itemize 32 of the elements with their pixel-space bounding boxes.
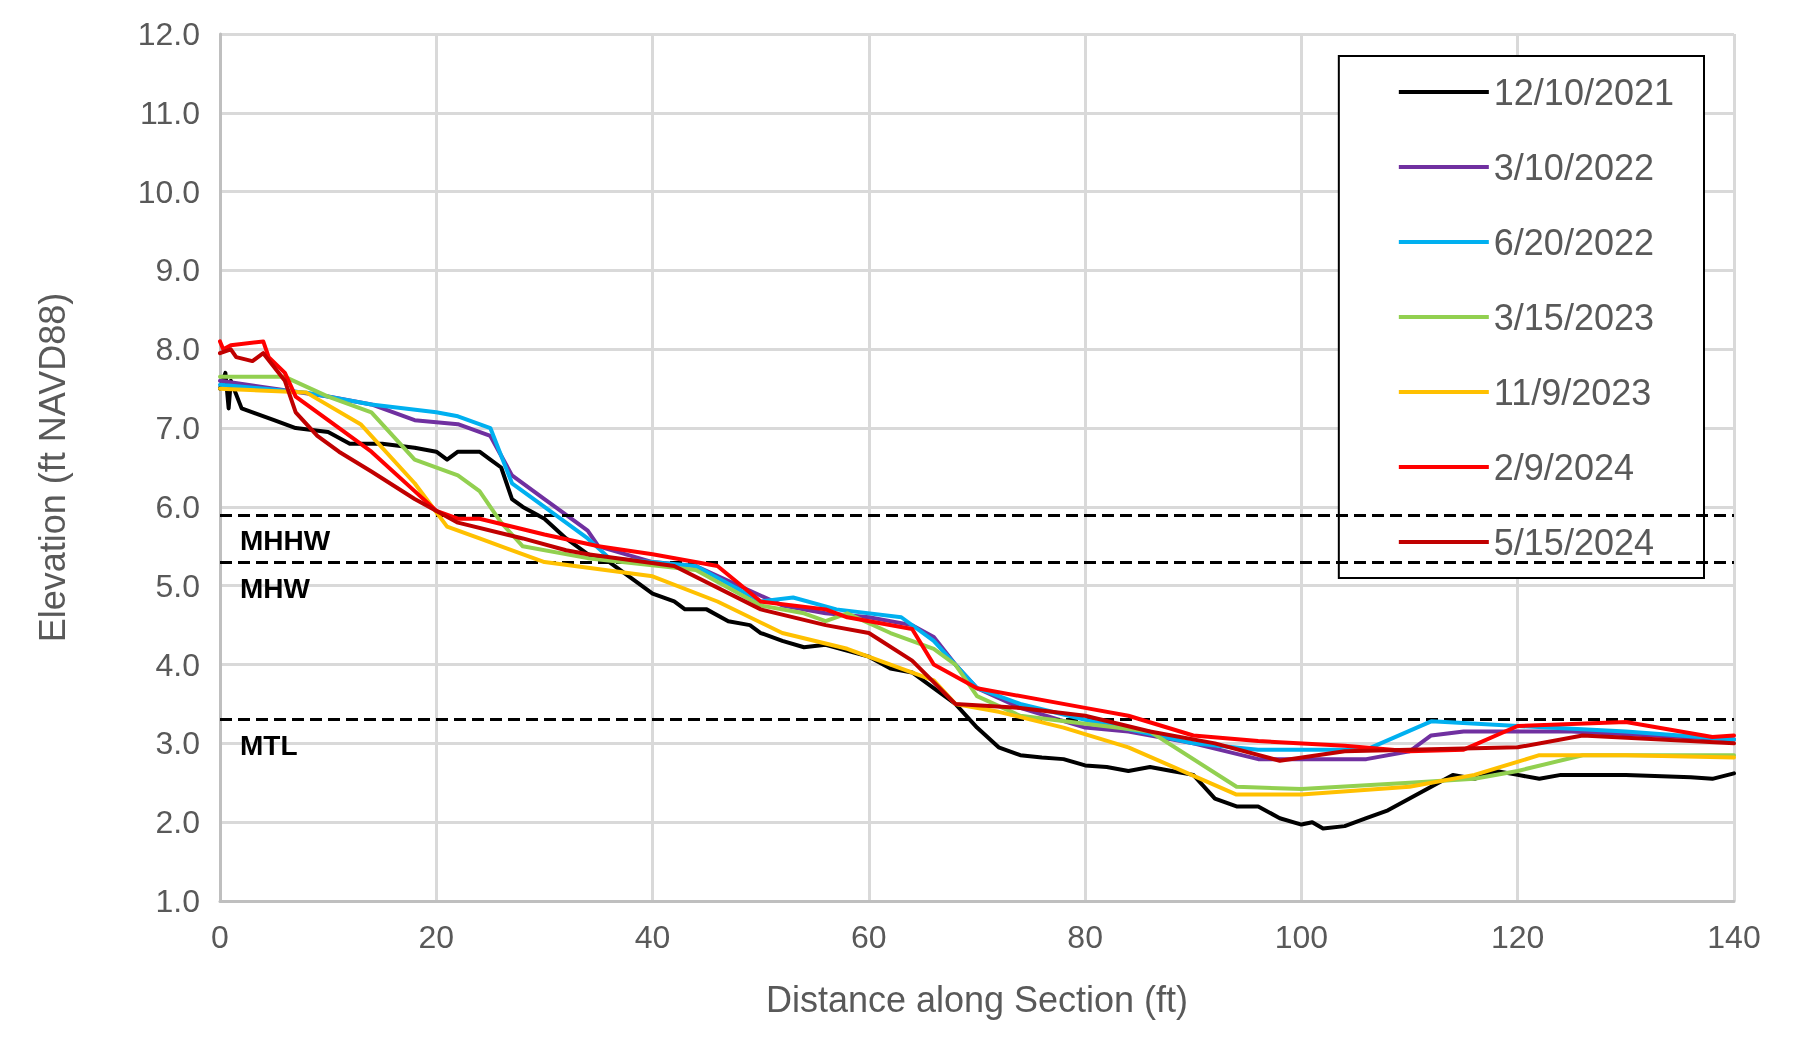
y-tick-label: 5.0 [155, 567, 200, 604]
y-tick-label: 9.0 [155, 252, 200, 289]
legend-label: 6/20/2022 [1493, 221, 1654, 263]
y-tick-label: 10.0 [137, 173, 200, 210]
legend-label: 5/15/2024 [1493, 521, 1654, 563]
legend-label: 2/9/2024 [1493, 446, 1634, 488]
x-tick-label: 80 [1067, 919, 1103, 955]
x-axis-title: Distance along Section (ft) [765, 978, 1189, 1020]
legend-label: 3/10/2022 [1493, 146, 1654, 188]
legend-label: 3/15/2023 [1493, 296, 1654, 338]
y-tick-label: 12.0 [137, 16, 200, 52]
legend-label: 11/9/2023 [1493, 371, 1652, 413]
x-tick-label: 140 [1707, 919, 1761, 955]
legend-label: 12/10/2021 [1493, 71, 1675, 113]
ref-line-label: MTL [240, 730, 298, 762]
y-tick-label: 8.0 [155, 331, 200, 368]
ref-line-label: MHHW [240, 525, 331, 557]
y-axis-title: Elevation (ft NAVD88) [31, 292, 73, 643]
x-tick-label: 0 [211, 919, 229, 955]
x-tick-label: 120 [1491, 919, 1545, 955]
y-tick-label: 7.0 [155, 410, 200, 447]
y-tick-label: 2.0 [155, 804, 200, 841]
x-tick-label: 60 [851, 919, 887, 955]
ref-line-label: MHW [240, 572, 311, 604]
y-tick-label: 4.0 [155, 646, 200, 683]
y-tick-label: 6.0 [155, 488, 200, 525]
y-tick-label: 1.0 [155, 883, 200, 919]
x-tick-label: 100 [1274, 919, 1329, 955]
x-tick-label: 20 [418, 919, 455, 955]
x-tick-label: 40 [634, 919, 671, 955]
y-tick-label: 3.0 [155, 725, 200, 762]
y-tick-label: 11.0 [140, 94, 200, 131]
